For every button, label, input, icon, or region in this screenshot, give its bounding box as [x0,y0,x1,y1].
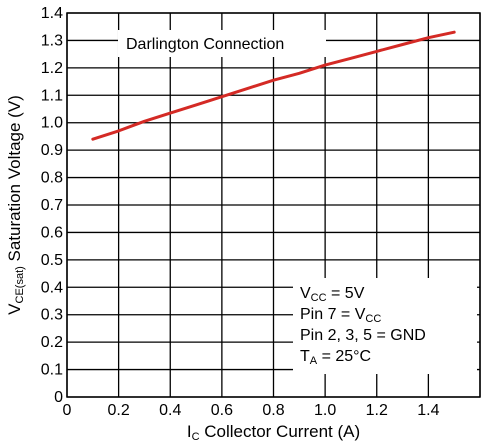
y-tick-label: 0.2 [41,334,63,351]
y-axis-title-main: V [5,303,24,315]
y-tick-label: 0.1 [41,362,63,379]
plot-frame [66,12,481,398]
condition-line: TA = 25°C [300,348,371,367]
x-tick-label: 1.4 [417,402,439,419]
condition-line: Pin 7 = VCC [300,306,381,325]
y-tick-label: 0.9 [41,142,63,159]
y-axis-title: VCE(sat) Saturation Voltage (V) [5,95,26,315]
x-tick-label: 1.0 [314,402,336,419]
y-tick-labels: 0 0.1 0.2 0.3 0.4 0.5 0.6 0.7 0.8 0.9 1.0 1.1 1.2 1.3… [41,5,63,406]
condition-rest: = 25°C [317,348,371,365]
y-tick-label: 0 [54,389,63,406]
condition-main: Pin 2, 3, 5 = GND [300,327,426,344]
y-tick-label: 1.2 [41,60,63,77]
x-tick-label: 0.4 [159,402,181,419]
x-axis-title-subscript: C [192,431,200,443]
y-tick-label: 1.4 [41,5,63,22]
condition-subscript: CC [311,292,327,304]
data-series [91,30,456,141]
y-axis-title-subscript: CE(sat) [14,266,26,303]
title-annotation-text: Darlington Connection [126,36,284,53]
x-tick-label: 0.8 [262,402,284,419]
y-axis-title-rest: Saturation Voltage (V) [5,95,24,266]
y-tick-label: 0.5 [41,252,63,269]
x-tick-labels: 0 0.2 0.4 0.6 0.8 1.0 1.2 1.4 [63,402,440,419]
x-tick-label: 0.2 [108,402,130,419]
y-tick-label: 1.1 [41,87,63,104]
series-line-0 [91,30,456,141]
condition-line: Pin 2, 3, 5 = GND [300,327,426,344]
x-tick-label: 0 [63,402,72,419]
condition-main: V [300,285,311,302]
y-tick-label: 0.4 [41,279,63,296]
x-tick-label: 0.6 [211,402,233,419]
title-annotation-background [118,30,326,57]
y-tick-label: 0.3 [41,307,63,324]
x-tick-label: 1.2 [366,402,388,419]
y-tick-label: 0.7 [41,197,63,214]
title-annotation: Darlington Connection [118,30,326,57]
y-tick-label: 1.3 [41,32,63,49]
x-axis-title-main: I [187,422,192,441]
condition-subscript: CC [365,313,381,325]
y-tick-label: 1.0 [41,115,63,132]
condition-rest: = 5V [327,285,365,302]
y-tick-label: 0.8 [41,170,63,187]
condition-line: VCC = 5V [300,285,365,304]
x-axis-title-rest: Collector Current (A) [200,422,361,441]
x-axis-title: IC Collector Current (A) [187,422,360,443]
condition-subscript: A [310,355,318,367]
y-tick-label: 0.6 [41,224,63,241]
conditions-annotation-background [293,278,477,374]
condition-main: T [300,348,310,365]
condition-main: Pin 7 = V [300,306,366,323]
